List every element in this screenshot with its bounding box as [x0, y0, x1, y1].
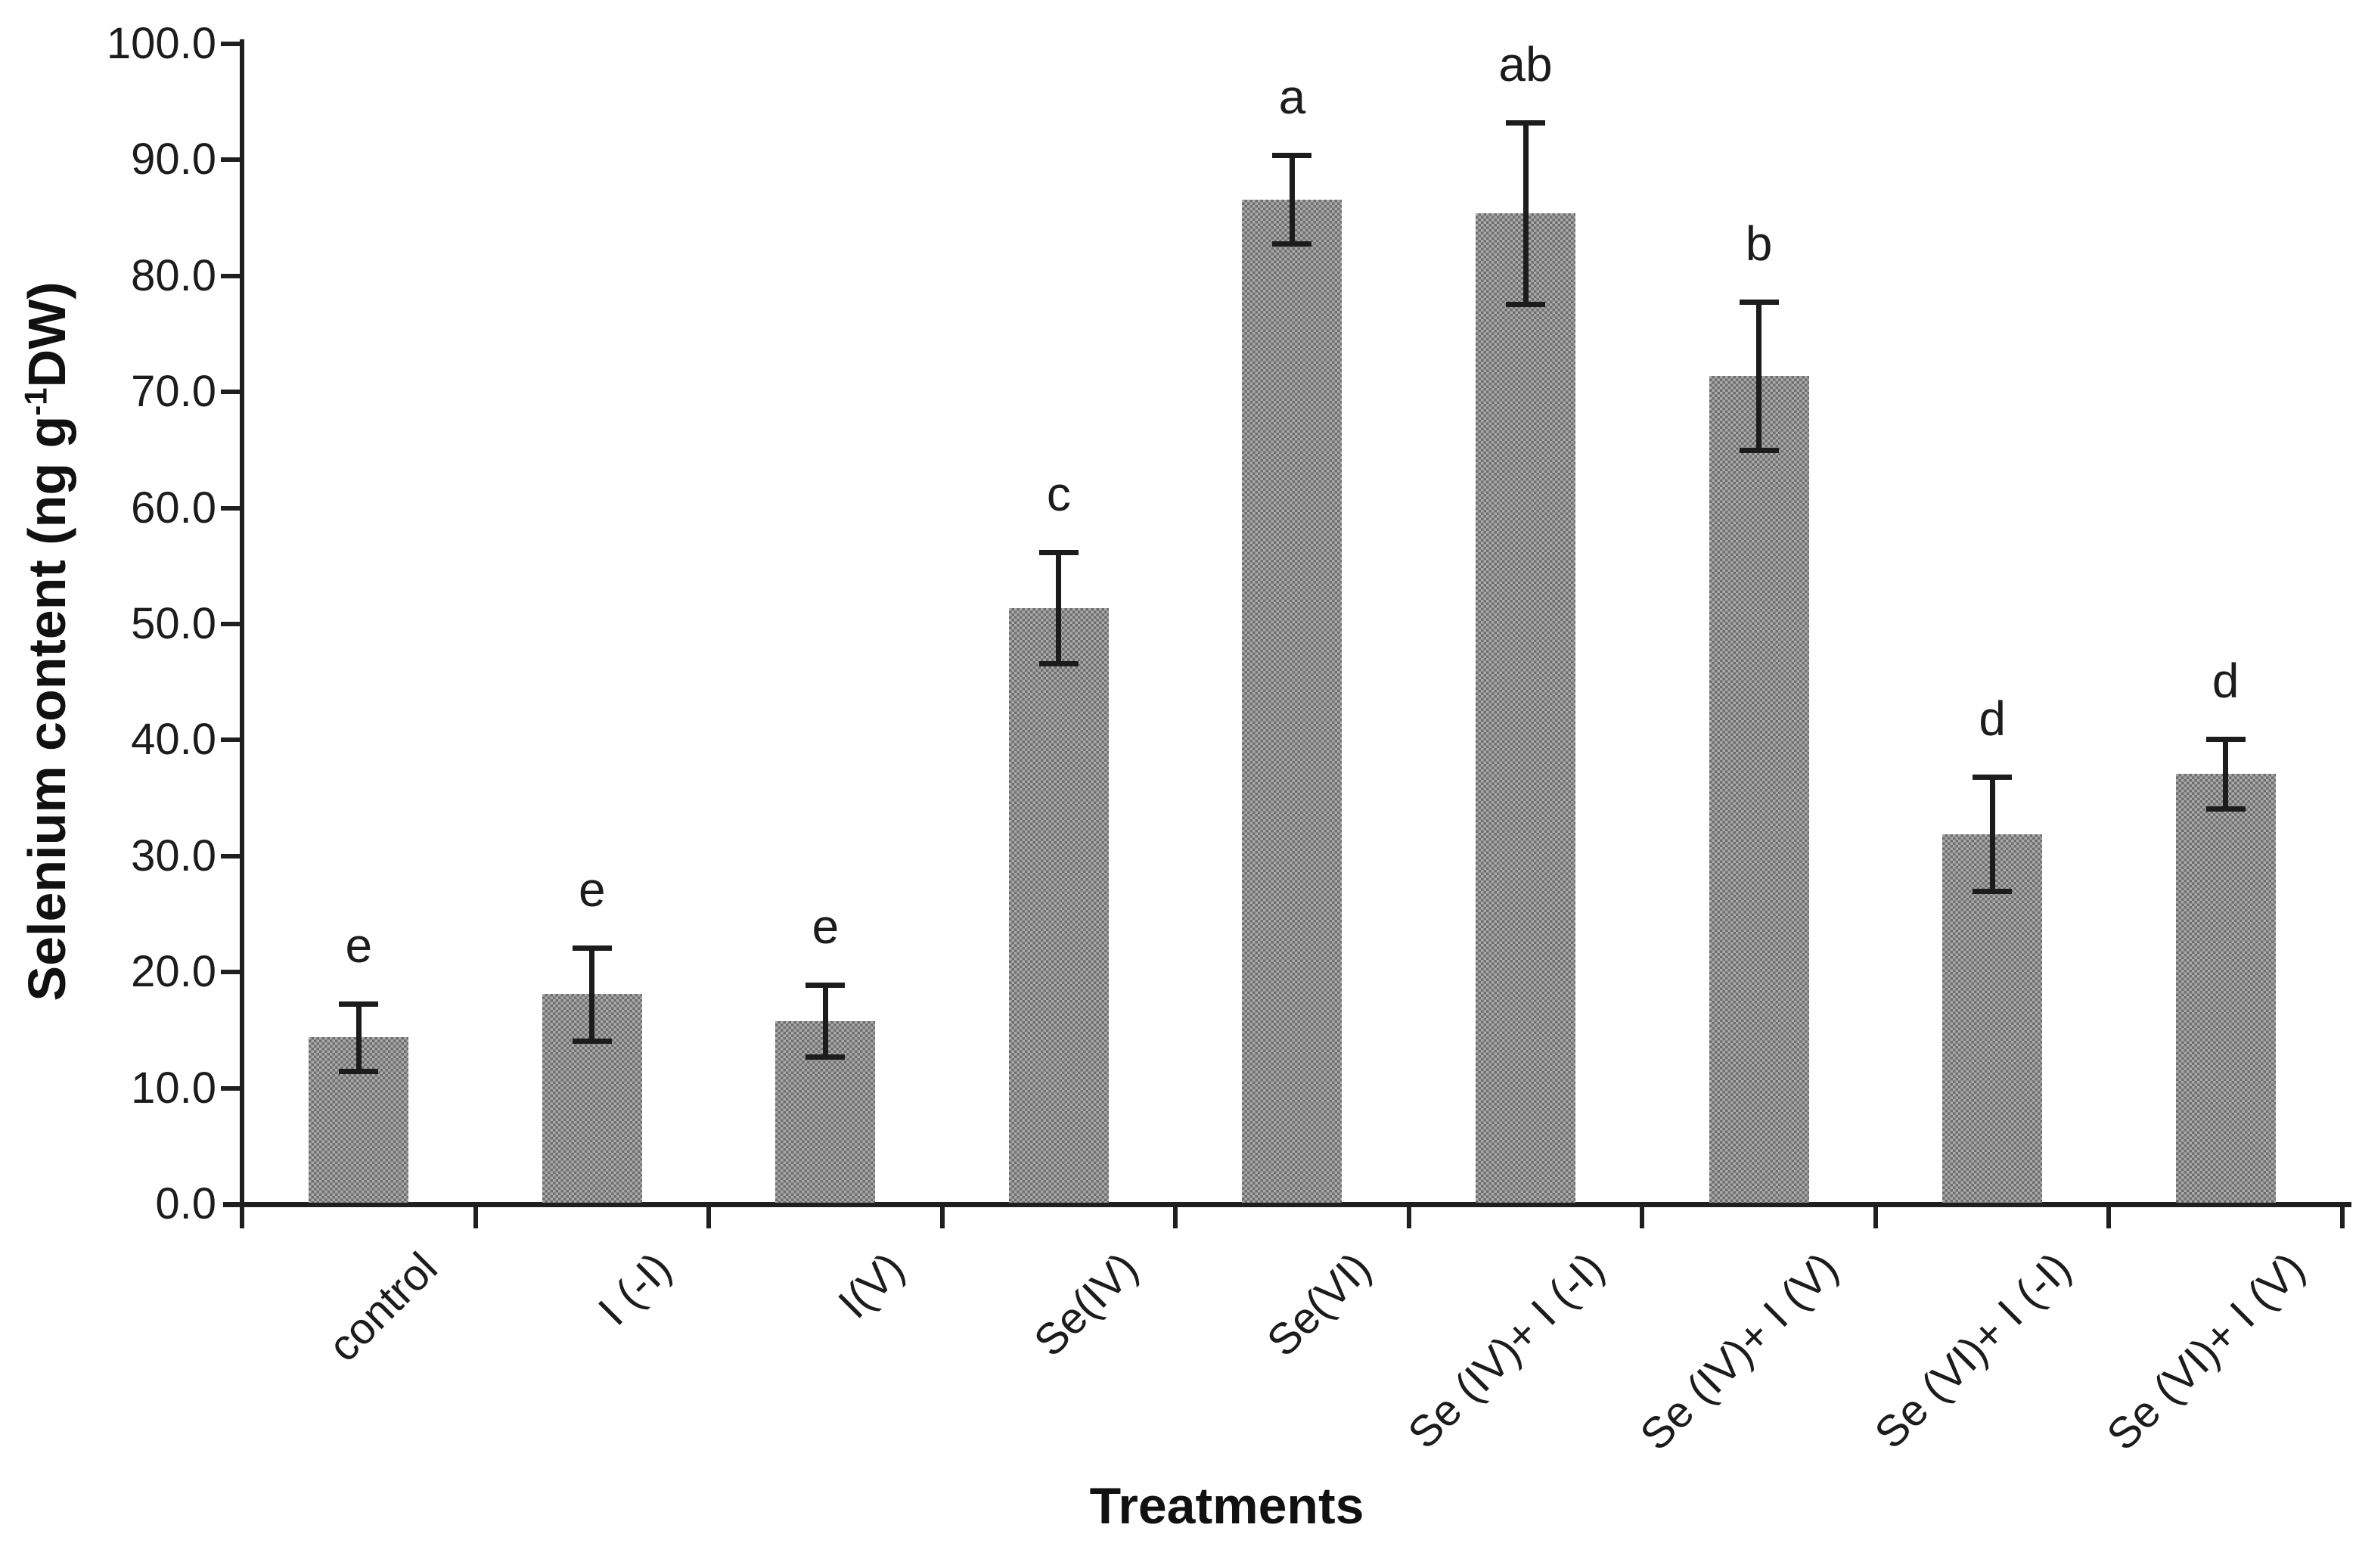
significance-letter: e — [579, 862, 606, 917]
x-tick-mark — [2339, 1204, 2345, 1228]
y-axis-line — [240, 39, 244, 1228]
x-tick-label: Se(IV) — [1024, 1243, 1147, 1366]
x-tick-mark — [1640, 1204, 1645, 1228]
y-tick-mark — [221, 390, 242, 395]
y-tick-mark — [221, 42, 242, 46]
error-bar-cap-bottom — [572, 1038, 612, 1044]
significance-letter: e — [345, 918, 373, 973]
y-tick-label: 40.0 — [131, 715, 216, 765]
error-bar-cap-top — [1038, 549, 1079, 555]
x-tick-mark — [240, 1204, 244, 1228]
error-bar-line — [1989, 777, 1995, 891]
error-bar-cap-top — [572, 945, 612, 951]
x-tick-label: I (-I) — [588, 1243, 681, 1335]
x-axis-title: Treatments — [1089, 1477, 1364, 1535]
error-bar-cap-bottom — [1272, 241, 1312, 247]
y-tick-mark — [221, 853, 242, 859]
error-bar-line — [355, 1003, 362, 1071]
y-tick-label: 50.0 — [131, 599, 216, 648]
error-bar-cap-top — [1739, 299, 1779, 305]
error-bar-line — [589, 947, 595, 1041]
significance-letter: b — [1745, 216, 1773, 271]
x-tick-label: I(V) — [828, 1243, 914, 1328]
bar — [1709, 375, 1809, 1203]
x-tick-mark — [1873, 1204, 1878, 1228]
bar — [1242, 199, 1342, 1203]
bar — [1942, 834, 2043, 1203]
x-tick-mark — [473, 1204, 478, 1228]
error-bar-cap-bottom — [1973, 888, 2013, 894]
y-tick-label: 0.0 — [155, 1179, 216, 1228]
y-tick-label: 90.0 — [131, 135, 216, 185]
significance-letter: d — [2212, 653, 2239, 708]
error-bar-line — [1756, 301, 1762, 450]
error-bar-cap-bottom — [1038, 661, 1079, 667]
significance-letter: d — [1979, 691, 2006, 747]
y-tick-label: 80.0 — [131, 250, 216, 300]
error-bar-cap-bottom — [805, 1054, 846, 1060]
x-tick-mark — [2106, 1204, 2112, 1228]
error-bar-line — [822, 985, 828, 1057]
y-tick-mark — [221, 273, 242, 278]
error-bar-cap-top — [1506, 120, 1546, 126]
error-bar-cap-top — [2205, 736, 2246, 742]
x-tick-label: Se(VI) — [1257, 1243, 1381, 1366]
x-tick-label: Se (IV)+ I (V) — [1630, 1243, 1848, 1460]
significance-letter: c — [1046, 466, 1071, 521]
error-bar-cap-top — [339, 1001, 379, 1007]
error-bar-line — [2223, 738, 2229, 809]
y-tick-mark — [221, 970, 242, 975]
significance-letter: e — [812, 899, 840, 955]
error-bar-cap-top — [805, 983, 846, 989]
error-bar-cap-bottom — [339, 1068, 379, 1074]
error-bar-cap-bottom — [1739, 447, 1779, 453]
y-tick-label: 100.0 — [106, 19, 216, 68]
y-tick-label: 70.0 — [131, 367, 216, 417]
x-tick-mark — [1173, 1204, 1178, 1228]
x-tick-label: Se (IV)+ I (-I) — [1398, 1243, 1614, 1458]
error-bar-cap-top — [1973, 775, 2013, 781]
bar — [1476, 213, 1576, 1203]
error-bar-line — [1522, 123, 1529, 304]
y-tick-mark — [221, 505, 242, 511]
significance-letter: ab — [1498, 37, 1553, 92]
bar — [2175, 773, 2276, 1203]
error-bar-line — [1056, 551, 1062, 664]
y-tick-mark — [221, 737, 242, 743]
error-bar-cap-bottom — [1506, 301, 1546, 307]
x-tick-mark — [939, 1204, 945, 1228]
x-tick-mark — [706, 1204, 712, 1228]
x-tick-label: Se (VI)+ I (-I) — [1865, 1243, 2081, 1458]
error-bar-cap-top — [1272, 153, 1312, 159]
y-tick-mark — [221, 157, 242, 163]
error-bar-line — [1289, 155, 1295, 244]
y-tick-label: 60.0 — [131, 483, 216, 532]
y-tick-label: 30.0 — [131, 831, 216, 880]
x-tick-label: control — [318, 1243, 447, 1371]
y-tick-mark — [221, 1085, 242, 1091]
y-tick-mark — [221, 622, 242, 626]
x-axis-line — [223, 1202, 2351, 1207]
significance-letter: a — [1278, 70, 1306, 125]
error-bar-cap-bottom — [2205, 806, 2246, 812]
y-tick-label: 10.0 — [131, 1063, 216, 1113]
x-tick-label: Se (VI)+ I (V) — [2097, 1243, 2314, 1460]
y-tick-label: 20.0 — [131, 947, 216, 997]
bar — [1008, 607, 1109, 1203]
x-tick-mark — [1406, 1204, 1411, 1228]
